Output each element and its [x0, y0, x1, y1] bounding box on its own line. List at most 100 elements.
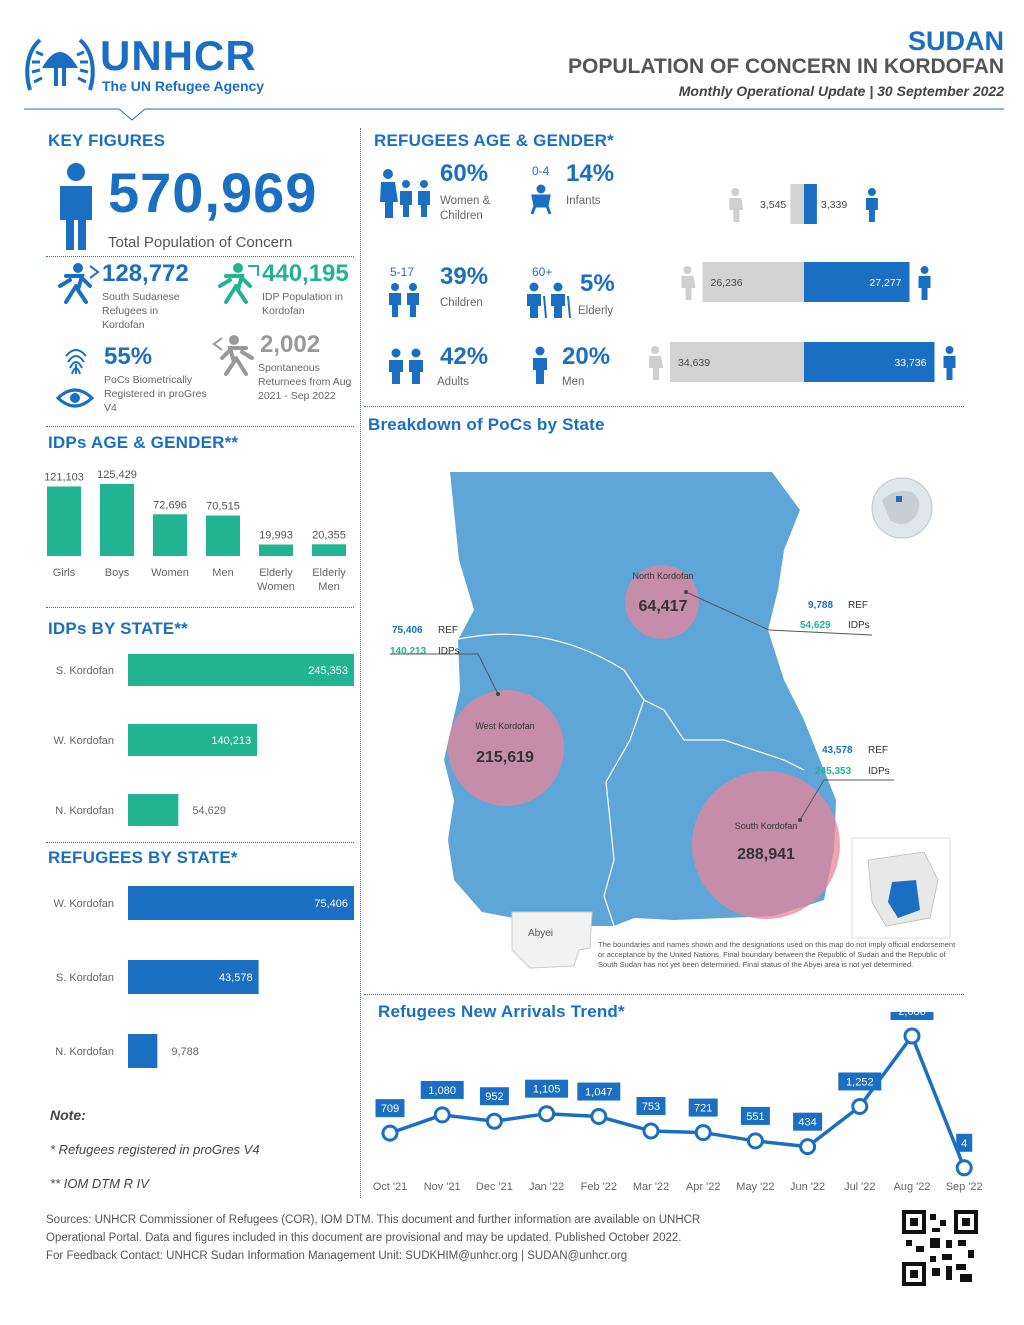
trend-value-box: [890, 1012, 934, 1020]
divider: [46, 256, 354, 257]
south-idp-tag: IDPs: [868, 766, 890, 777]
infants-pct: 14%: [566, 160, 615, 187]
north-ref-tag: REF: [848, 600, 868, 611]
south-kordofan-bubble: [692, 771, 840, 919]
trend-line: [389, 1032, 966, 1169]
adults-pct: 42%: [440, 343, 489, 370]
south-kordofan-name: South Kordofan: [734, 821, 798, 831]
page-subtitle: Monthly Operational Update | 30 Septembe…: [678, 83, 1004, 99]
refugees-value: 128,772: [102, 260, 189, 287]
state-bar-value: 9,788: [171, 1046, 199, 1058]
west-kordofan-name: West Kordofan: [475, 721, 535, 731]
idp-age-bar-value: 70,515: [206, 501, 240, 513]
idp-age-bar-label: Men: [318, 581, 339, 593]
divider: [364, 406, 964, 407]
idp-age-bar-label: Men: [212, 567, 233, 579]
elderly-label: Elderly: [578, 305, 614, 317]
pyramid-female-bar: [670, 342, 804, 382]
trend-value-box: [636, 1096, 666, 1115]
idp-age-bar: [206, 515, 240, 556]
trend-value-label: 434: [798, 1117, 816, 1129]
trend-point: [955, 1159, 973, 1177]
children-label: Children: [440, 297, 483, 309]
female-figure-icon: [681, 266, 696, 300]
header-divider: [24, 108, 1004, 121]
unhcr-emblem-icon: [25, 38, 95, 91]
idp-age-bar-value: 121,103: [44, 471, 84, 483]
north-idp-value: 54,629: [800, 620, 831, 631]
footer-line-1: Sources: UNHCR Commissioner of Refugees …: [46, 1214, 701, 1226]
idp-age-bar-label: Boys: [105, 567, 130, 579]
state-bar-value: 245,353: [308, 665, 348, 677]
trend-point: [694, 1124, 712, 1142]
trend-value-label: 1,080: [428, 1085, 456, 1097]
trend-value-label: 551: [746, 1111, 764, 1123]
trend-point: [642, 1122, 660, 1140]
trend-value-box: [740, 1106, 770, 1125]
divider: [46, 842, 354, 843]
spontaneous-value: 2,002: [260, 331, 321, 358]
south-kordofan-total: 288,941: [737, 846, 795, 863]
person-icon: [60, 163, 92, 250]
page-title: POPULATION OF CONCERN IN KORDOFAN: [568, 55, 1004, 78]
infant-icon: [530, 184, 552, 215]
unhcr-logo: UNHCR The UN Refugee Agency: [20, 30, 280, 100]
trend-category-label: May '22: [736, 1181, 774, 1193]
trend-value-box: [375, 1099, 405, 1118]
idp-age-bar: [153, 514, 187, 556]
state-bar: [128, 960, 259, 994]
trend-value-label: 1,105: [533, 1084, 561, 1096]
trend-value-label: 753: [642, 1101, 660, 1113]
total-poc-value: 570,969: [108, 161, 318, 224]
idps-by-state-title: IDPs BY STATE**: [48, 619, 188, 638]
trend-category-label: Jul '22: [844, 1181, 875, 1193]
elderly-pct: 5%: [580, 270, 615, 297]
total-poc-label: Total Population of Concern: [108, 234, 293, 251]
divider: [46, 426, 354, 427]
trend-value-label: 952: [485, 1091, 503, 1103]
west-kordofan-bubble: [448, 690, 564, 806]
men-label: Men: [562, 376, 585, 388]
eye-icon: [56, 388, 94, 408]
west-idp-value: 140,213: [390, 646, 427, 657]
trend-value-label: 1,252: [846, 1076, 874, 1088]
male-figure-icon: [943, 346, 956, 380]
pyramid-female-value: 34,639: [678, 357, 710, 369]
pyramid-male-bar: [804, 262, 910, 302]
pyramid-female-bar: [702, 262, 804, 302]
org-name: UNHCR: [100, 32, 257, 79]
adults-label: Adults: [437, 376, 469, 388]
state-bar-label: N. Kordofan: [55, 805, 114, 817]
key-figures-title: KEY FIGURES: [48, 131, 166, 150]
state-bar: [128, 654, 354, 686]
pyramid-male-bar: [804, 184, 817, 224]
trend-category-label: Jun '22: [790, 1181, 825, 1193]
idps-value: 440,195: [262, 260, 349, 287]
north-idp-tag: IDPs: [848, 620, 870, 631]
map-disclaimer: The boundaries and names shown and the d…: [598, 940, 956, 969]
state-bar: [128, 886, 354, 920]
trend-category-label: Apr '22: [686, 1181, 721, 1193]
idps-age-gender-title: IDPs AGE & GENDER**: [48, 433, 239, 452]
idp-running-icon: [218, 263, 259, 304]
north-ref-value: 9,788: [808, 600, 834, 611]
trend-value-box: [479, 1087, 509, 1106]
idp-age-bar-label: Elderly: [312, 567, 346, 579]
pyramid-female-value: 3,545: [760, 199, 786, 211]
north-kordofan-total: 64,417: [638, 598, 688, 615]
trend-category-label: Jan '22: [529, 1181, 564, 1193]
abyei-label: Abyei: [528, 928, 554, 939]
trend-value-label: 1,047: [585, 1087, 613, 1099]
children-icon: [389, 283, 419, 317]
map-title: Breakdown of PoCs by State: [368, 415, 605, 434]
trend-value-box: [688, 1098, 718, 1117]
trend-value-label: 709: [381, 1103, 399, 1115]
refugees-age-gender-title: REFUGEES AGE & GENDER*: [374, 131, 614, 150]
state-bar-value: 140,213: [211, 735, 251, 747]
elderly-icon: [527, 282, 571, 318]
female-figure-icon: [649, 346, 663, 380]
pyramid-male-value: 33,736: [894, 357, 926, 369]
trend-category-label: Dec '21: [476, 1181, 513, 1193]
biometric-label: PoCs Biometrically Registered in proGres…: [104, 374, 207, 414]
state-bar-value: 43,578: [219, 972, 253, 984]
